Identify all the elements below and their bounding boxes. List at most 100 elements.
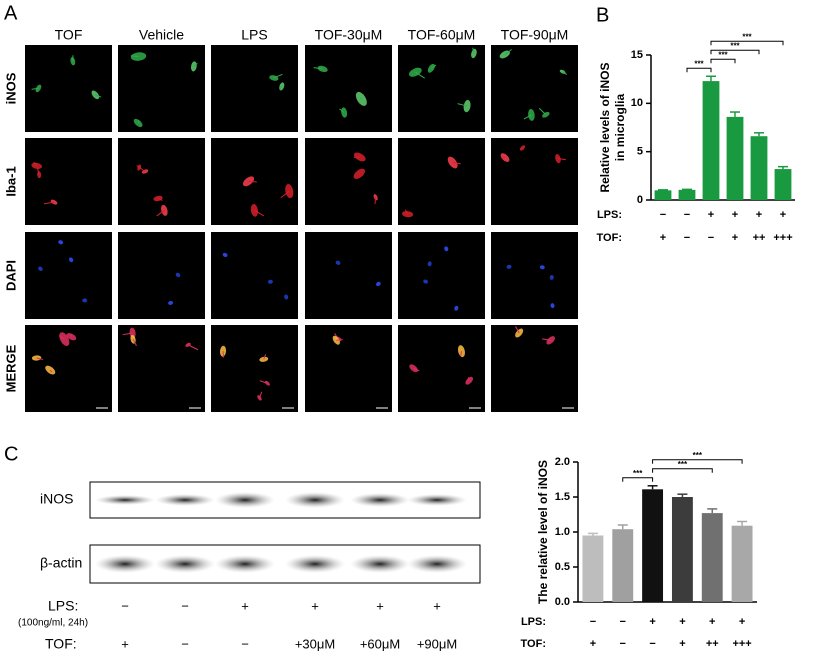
cell-process — [521, 147, 523, 150]
cell-process — [49, 369, 53, 373]
micrograph — [398, 45, 485, 132]
y-tick-label: 2.0 — [555, 456, 570, 468]
cell — [454, 305, 459, 311]
cell-process — [415, 71, 425, 79]
y-tick-label: 1.5 — [555, 491, 570, 503]
cell-process — [404, 209, 408, 215]
condition-mark: + — [660, 232, 666, 244]
significance-bracket — [710, 49, 760, 55]
cell — [463, 99, 471, 113]
y-axis-label: in microglia — [613, 94, 627, 162]
cell — [549, 274, 554, 280]
cell-process — [132, 339, 137, 346]
micrograph — [25, 232, 112, 319]
blot-band — [215, 555, 275, 573]
scale-bar-label: 20μm — [189, 401, 202, 407]
condition-mark: − — [620, 638, 626, 650]
blot-band — [285, 492, 345, 508]
condition-mark: + — [649, 616, 655, 628]
condition-mark: − — [649, 638, 655, 650]
protein-label: iNOS — [40, 491, 73, 507]
protein-label: β-actin — [40, 555, 82, 571]
cell-process — [259, 391, 263, 399]
significance-label: *** — [718, 50, 728, 59]
bar — [750, 136, 768, 200]
cell-process — [222, 351, 225, 358]
blot-band — [215, 492, 275, 508]
micrograph — [305, 138, 392, 225]
y-tick-label: 15 — [631, 49, 643, 61]
cell — [423, 279, 429, 284]
cell-process — [504, 49, 512, 55]
condition-mark: +60μM — [360, 636, 400, 651]
micrograph — [211, 45, 298, 132]
cell-process — [156, 209, 165, 217]
bar — [726, 116, 744, 200]
blot-band — [155, 555, 215, 573]
condition-mark: + — [739, 616, 745, 628]
row-label: Iba-1 — [3, 166, 18, 196]
significance-label: *** — [633, 469, 643, 478]
condition-mark: − — [181, 636, 189, 651]
y-tick-label: 0.5 — [555, 561, 570, 573]
blot-band — [95, 495, 155, 505]
cell — [58, 240, 64, 245]
condition-mark: − — [708, 232, 714, 244]
cell-process — [460, 351, 462, 357]
cell — [267, 279, 273, 284]
blot-band — [95, 555, 155, 573]
cell-process — [413, 367, 420, 372]
significance-label: *** — [694, 59, 704, 68]
cell-process — [31, 87, 39, 90]
bar — [774, 169, 792, 200]
cell-process — [137, 120, 140, 124]
condition-mark: +90μM — [417, 636, 457, 651]
cell — [376, 281, 381, 287]
condition-mark: + — [679, 638, 685, 650]
y-axis-label: Relative levels of iNOS — [598, 62, 612, 192]
cell-process — [33, 161, 38, 167]
significance-bracket — [686, 67, 712, 73]
cell — [550, 303, 555, 309]
blot-band — [285, 555, 345, 573]
cell-process — [122, 332, 133, 336]
cell — [427, 261, 432, 267]
significance-bracket — [710, 40, 784, 46]
cell-process — [468, 377, 470, 381]
y-tick-label: 1.0 — [555, 526, 570, 538]
condition-mark: − — [620, 616, 626, 628]
column-header: TOF-90μM — [501, 27, 569, 43]
cell — [82, 298, 88, 303]
bar — [671, 497, 693, 602]
cell-process — [515, 326, 520, 334]
scale-bar-label: 20μm — [469, 401, 482, 407]
bar — [642, 489, 664, 602]
cell-process — [336, 339, 343, 341]
condition-mark: − — [660, 209, 666, 221]
y-tick-label: 0.0 — [555, 596, 570, 608]
cell — [335, 260, 341, 265]
cell-process — [193, 62, 198, 67]
cell-process — [279, 86, 283, 91]
row-label: iNOS — [3, 72, 18, 104]
significance-label: *** — [730, 41, 740, 50]
cell-process — [36, 357, 44, 361]
cell — [284, 294, 289, 300]
column-header: Vehicle — [139, 27, 184, 43]
panel-label: C — [4, 443, 18, 465]
condition-mark: + — [679, 616, 685, 628]
micrograph — [491, 232, 578, 319]
cell-process — [130, 55, 139, 58]
condition-mark: + — [121, 636, 129, 651]
bar — [654, 190, 672, 200]
panel-label: A — [4, 2, 18, 24]
column-header: TOF-30μM — [315, 27, 383, 43]
condition-mark: + — [756, 209, 762, 221]
cell-process — [137, 165, 140, 168]
condition-mark: − — [684, 209, 690, 221]
significance-bracket — [652, 468, 713, 473]
cell — [161, 204, 168, 216]
y-axis-label: The relative level of iNOS — [536, 460, 550, 604]
cell-process — [313, 67, 323, 70]
